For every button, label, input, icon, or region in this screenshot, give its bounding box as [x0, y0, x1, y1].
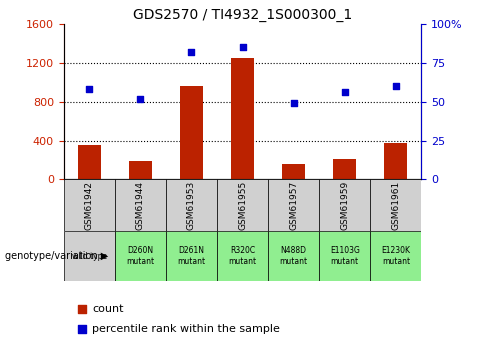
Text: R320C
mutant: R320C mutant [228, 246, 257, 266]
FancyBboxPatch shape [64, 179, 115, 231]
FancyBboxPatch shape [64, 231, 115, 281]
Point [401, 23, 409, 28]
Point [341, 90, 349, 95]
FancyBboxPatch shape [370, 231, 421, 281]
Text: E1230K
mutant: E1230K mutant [381, 246, 410, 266]
Text: count: count [92, 304, 124, 314]
Text: GSM61961: GSM61961 [392, 181, 400, 230]
FancyBboxPatch shape [268, 179, 319, 231]
FancyBboxPatch shape [115, 179, 166, 231]
Text: N488D
mutant: N488D mutant [280, 246, 308, 266]
Text: GSM61944: GSM61944 [136, 181, 145, 230]
Point [136, 96, 144, 101]
FancyBboxPatch shape [166, 231, 217, 281]
Text: D261N
mutant: D261N mutant [177, 246, 205, 266]
Text: GSM61953: GSM61953 [187, 181, 196, 230]
Point [85, 87, 93, 92]
Point [239, 45, 246, 50]
Text: E1103G
mutant: E1103G mutant [330, 246, 360, 266]
Bar [231, 58, 254, 179]
FancyBboxPatch shape [370, 179, 421, 231]
Title: GDS2570 / TI4932_1S000300_1: GDS2570 / TI4932_1S000300_1 [133, 8, 352, 22]
Bar [282, 164, 305, 179]
Text: GSM61942: GSM61942 [85, 181, 94, 230]
Text: GSM61957: GSM61957 [289, 181, 298, 230]
Text: genotype/variation ▶: genotype/variation ▶ [5, 251, 108, 261]
Bar [78, 146, 101, 179]
Point [188, 49, 196, 55]
FancyBboxPatch shape [268, 231, 319, 281]
Text: percentile rank within the sample: percentile rank within the sample [92, 324, 280, 334]
FancyBboxPatch shape [217, 231, 268, 281]
FancyBboxPatch shape [319, 231, 370, 281]
FancyBboxPatch shape [319, 179, 370, 231]
Text: D260N
mutant: D260N mutant [126, 246, 154, 266]
FancyBboxPatch shape [166, 179, 217, 231]
Bar [333, 159, 356, 179]
Text: GSM61955: GSM61955 [238, 181, 247, 230]
FancyBboxPatch shape [115, 231, 166, 281]
FancyBboxPatch shape [217, 179, 268, 231]
Text: GSM61959: GSM61959 [340, 181, 349, 230]
Bar [384, 144, 407, 179]
Point [401, 202, 409, 208]
Bar [180, 86, 203, 179]
Bar [129, 161, 152, 179]
Point [290, 101, 297, 106]
Point [392, 83, 400, 89]
Text: wild type: wild type [72, 252, 107, 261]
